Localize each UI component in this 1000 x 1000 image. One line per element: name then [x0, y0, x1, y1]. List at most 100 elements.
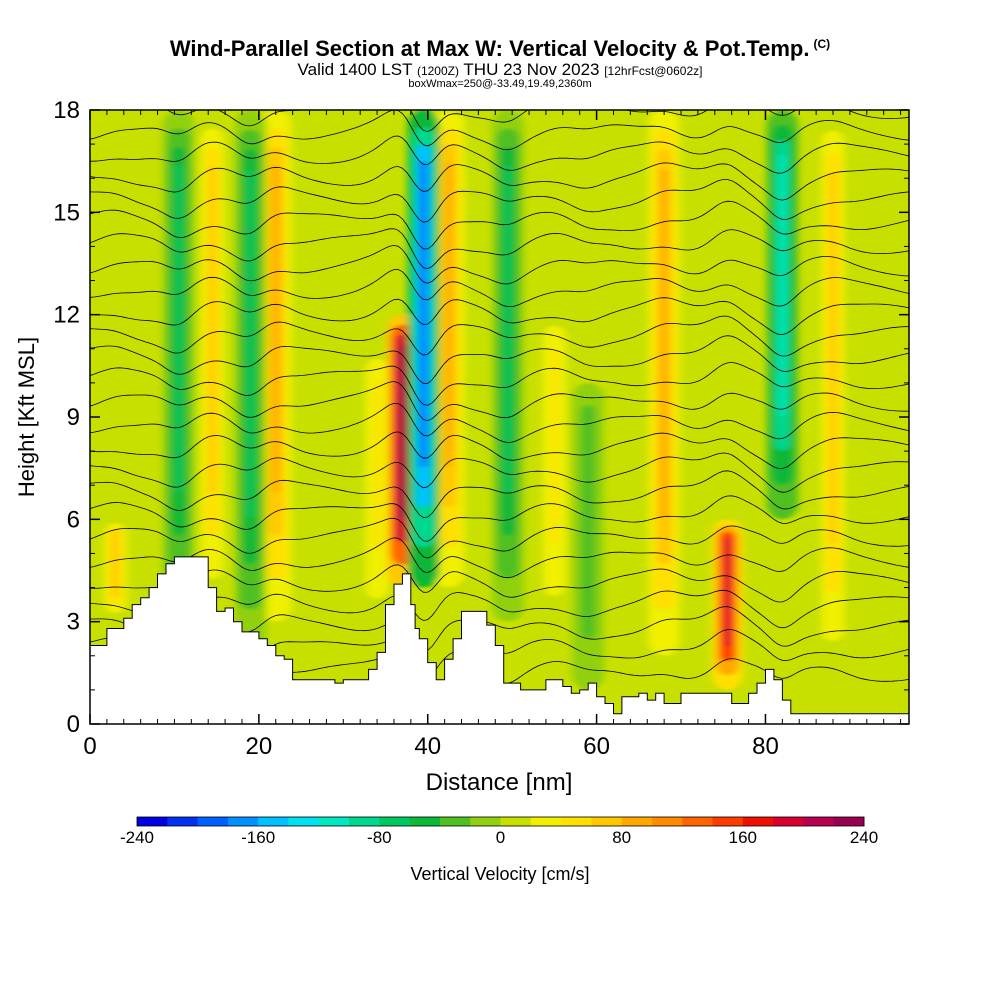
- downdraft-column-2: [420, 161, 427, 468]
- downdraft-column-5: [585, 416, 592, 613]
- isentrope-line: [90, 335, 909, 384]
- chart-title-text: Wind-Parallel Section at Max W: Vertical…: [169, 36, 810, 61]
- isentrope-line: [90, 228, 909, 270]
- isentrope-line: [90, 297, 909, 336]
- valid-utc: (1200Z): [416, 64, 459, 78]
- valid-prefix: Valid 1400 LST: [297, 60, 413, 79]
- x-tick-label-40: 40: [414, 733, 441, 760]
- downdraft-column-4: [779, 154, 786, 417]
- colorbar-swatch: [318, 817, 350, 826]
- x-axis: 0 20 40 60 80: [83, 110, 902, 760]
- isentrope-line: [90, 517, 909, 559]
- isentrope-line: [90, 135, 909, 174]
- isentrope-line: [90, 564, 909, 603]
- colorbar-label: Vertical Velocity [cm/s]: [410, 864, 589, 884]
- y-tick-label-15: 15: [53, 199, 80, 226]
- colorbar-swatch: [197, 817, 229, 826]
- isentrope-line: [90, 269, 909, 307]
- isentrope-line: [90, 381, 909, 422]
- colorbar-swatch: [137, 817, 168, 826]
- x-tick-label-80: 80: [752, 733, 779, 760]
- isentrope-line: [90, 495, 909, 542]
- colorbar-tick-label: -240: [120, 828, 154, 847]
- updraft-column-2: [272, 165, 279, 493]
- colorbar-swatch: [167, 817, 199, 826]
- updraft-column-0: [112, 530, 119, 596]
- x-tick-label-0: 0: [83, 733, 96, 760]
- plot-area: [90, 110, 909, 724]
- colorbar-tick-label: 160: [729, 828, 757, 847]
- isentrope-line: [90, 110, 909, 132]
- colorbar-swatch: [682, 817, 714, 826]
- terrain-mask: [90, 556, 909, 724]
- isentrope-line: [90, 537, 909, 579]
- downdraft-column-1: [247, 168, 254, 519]
- updraft-column-5: [445, 161, 452, 468]
- colorbar-tick-label: 80: [612, 828, 631, 847]
- x-tick-label-20: 20: [246, 733, 273, 760]
- colorbar-swatch: [288, 817, 320, 826]
- colorbar-swatch: [651, 817, 683, 826]
- colorbar: -240 -160 -80 0 80 160 240: [120, 816, 878, 847]
- valid-date: THU 23 Nov 2023: [463, 60, 600, 79]
- colorbar-swatch: [591, 817, 623, 826]
- colorbar-swatch: [500, 817, 532, 826]
- isentrope-line: [90, 315, 909, 357]
- colorbar-swatch: [621, 817, 653, 826]
- colorbar-swatch: [742, 817, 774, 826]
- x-tick-label-60: 60: [583, 733, 610, 760]
- y-tick-label-18: 18: [53, 97, 80, 124]
- y-tick-label-3: 3: [67, 609, 80, 636]
- updraft-column-7: [661, 168, 668, 519]
- isentrope-line: [90, 589, 909, 629]
- downdraft-column-3: [504, 165, 511, 493]
- forecast-info: [12hrFcst@0602z]: [604, 64, 703, 78]
- y-axis-label: Height [Kft MSL]: [14, 337, 39, 497]
- downdraft-column-0: [175, 165, 182, 493]
- box-info: boxWmax=250@-33.49,19.49,2360m: [408, 78, 592, 90]
- colorbar-tick-label: -160: [241, 828, 275, 847]
- velocity-columns: [99, 110, 849, 690]
- updraft-column-3: [374, 378, 381, 553]
- isentrope-line: [90, 362, 909, 406]
- colorbar-swatch: [833, 817, 865, 826]
- updraft-column-8: [724, 537, 731, 647]
- colorbar-swatch: [409, 817, 441, 826]
- updraft-column-9: [830, 172, 837, 544]
- y-tick-label-12: 12: [53, 302, 80, 329]
- colorbar-swatch: [561, 817, 592, 826]
- y-axis: 0 3 6 9 12 15 18: [53, 97, 909, 738]
- updraft-column-1: [209, 165, 216, 493]
- y-tick-label-9: 9: [67, 404, 80, 431]
- isentrope-line: [90, 452, 909, 493]
- isentrope-line: [90, 470, 909, 519]
- isentrope-line: [90, 431, 909, 469]
- y-tick-label-0: 0: [67, 711, 80, 738]
- chart-title: Wind-Parallel Section at Max W: Vertical…: [0, 36, 1000, 62]
- isentrope-line: [90, 110, 909, 151]
- colorbar-tick-label: 0: [496, 828, 505, 847]
- chart-subtitle: Valid 1400 LST (1200Z) THU 23 Nov 2023 […: [0, 60, 1000, 80]
- colorbar-swatch: [439, 817, 471, 826]
- x-axis-label: Distance [nm]: [426, 769, 573, 796]
- colorbar-tick-label: 240: [850, 828, 878, 847]
- colorbar-swatch: [258, 817, 289, 826]
- colorbar-swatch: [773, 817, 804, 826]
- colorbar-swatch: [379, 817, 411, 826]
- colorbar-swatch: [470, 817, 501, 826]
- colorbar-swatch: [803, 817, 835, 826]
- colorbar-swatch: [530, 817, 562, 826]
- colorbar-swatch: [349, 817, 380, 826]
- y-tick-label-6: 6: [67, 506, 80, 533]
- updraft-column-6: [551, 347, 558, 545]
- isentrope-line: [90, 402, 909, 443]
- colorbar-swatch: [227, 817, 259, 826]
- isentrope-line: [90, 200, 909, 250]
- isentrope-line: [90, 179, 909, 223]
- colorbar-frame: [136, 816, 865, 827]
- colorbar-tick-label: -80: [367, 828, 392, 847]
- isentrope-line: [90, 244, 909, 285]
- isentrope-line: [90, 162, 909, 201]
- copyright-mark: (C): [813, 36, 831, 51]
